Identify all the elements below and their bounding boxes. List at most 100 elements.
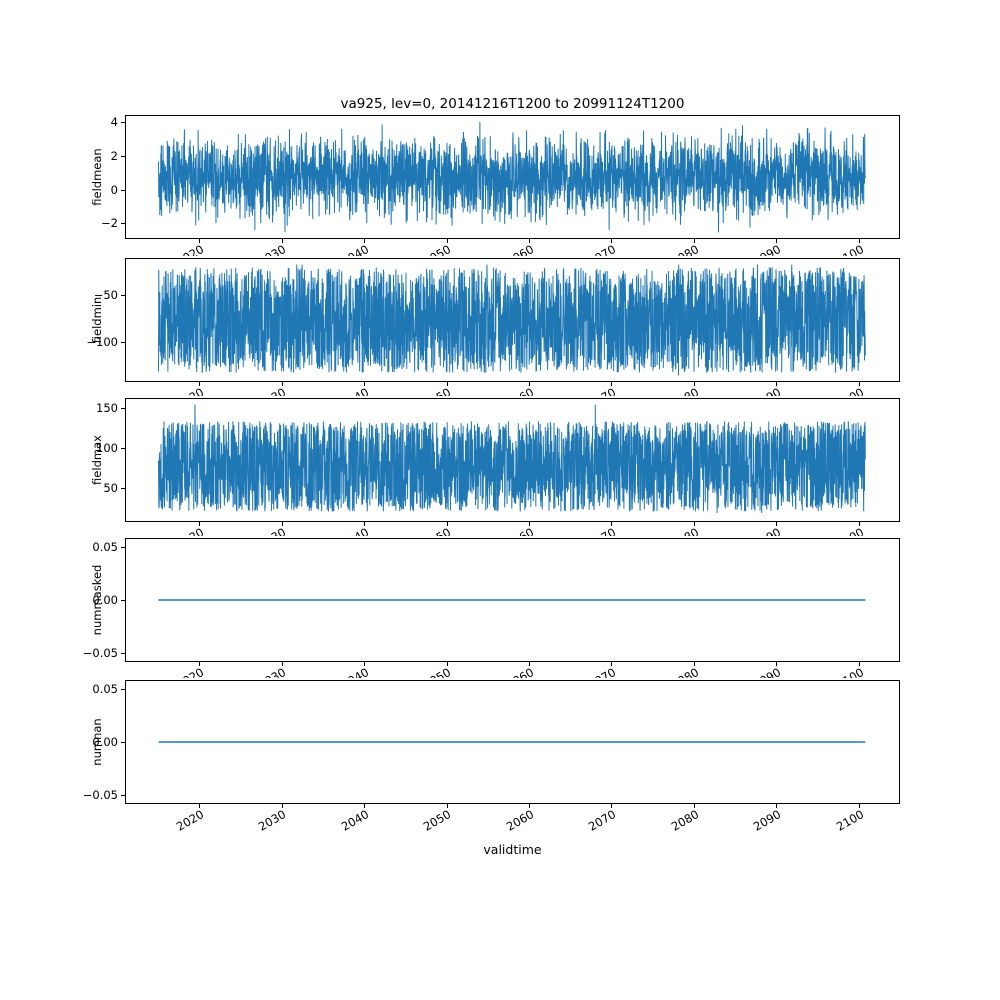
- x-tickmark-fieldmin: [199, 382, 200, 386]
- subplot-fieldmean: [125, 115, 900, 239]
- x-tick-label: 2070: [586, 665, 618, 678]
- y-axis-label-fieldmean: fieldmean: [90, 148, 104, 206]
- x-tickmark-fieldmin: [694, 382, 695, 386]
- x-tick-label: 2050: [421, 665, 453, 678]
- x-tickmark-fieldmean: [611, 239, 612, 243]
- subplot-numnan: [125, 680, 900, 804]
- x-tickmark-numnan: [364, 804, 365, 808]
- y-axis-label-fieldmax: fieldmax: [90, 435, 104, 485]
- x-tickmark-fieldmax: [364, 522, 365, 526]
- x-tick-label: 2040: [339, 385, 371, 396]
- x-tickmark-nummasked: [611, 662, 612, 666]
- x-tick-label: 2070: [586, 385, 618, 396]
- x-tick-label: 2100: [833, 525, 865, 536]
- y-tickmark-fieldmin: [121, 342, 125, 343]
- x-tickmark-fieldmean: [199, 239, 200, 243]
- x-tick-labels-clipped-fieldmean: 2020 2030 2040 2050 2060 2070 2080 2090 2100: [0, 241, 1000, 256]
- x-tickmark-fieldmean: [282, 239, 283, 243]
- x-axis-label: validtime: [483, 842, 542, 857]
- x-tick-label: 2090: [750, 807, 784, 834]
- y-tick-label-fieldmax: 100: [96, 440, 118, 455]
- x-tick-label: 2030: [256, 807, 289, 834]
- y-axis-label-nummasked: nummasked: [90, 564, 104, 636]
- y-tick-label-fieldmax: 50: [103, 481, 118, 496]
- x-tickmark-fieldmax: [447, 522, 448, 526]
- x-tickmark-fieldmin: [447, 382, 448, 386]
- y-tick-label-fieldmean: −2: [101, 216, 118, 231]
- x-tick-label: 2050: [421, 525, 453, 536]
- x-tick-label: 2100: [833, 242, 866, 256]
- y-axis-label-numnan: numnan: [90, 718, 104, 766]
- x-tick-label: 2030: [256, 242, 289, 256]
- x-tick-label: 2020: [174, 385, 206, 396]
- y-tickmark-nummasked: [121, 600, 125, 601]
- x-tick-label: 2070: [586, 807, 619, 834]
- x-tick-labels: 2020 2030 2040 2050 2060 2070 2080 2090 2100: [0, 806, 1000, 846]
- x-tickmark-fieldmean: [859, 239, 860, 243]
- x-tickmark-numnan: [611, 804, 612, 808]
- x-tickmark-nummasked: [776, 662, 777, 666]
- x-tick-label: 2090: [751, 385, 783, 396]
- x-tickmark-fieldmax: [694, 522, 695, 526]
- y-tickmark-fieldmean: [121, 122, 125, 123]
- y-tickmark-fieldmax: [121, 448, 125, 449]
- x-tick-label: 2080: [668, 242, 701, 256]
- x-tickmark-fieldmin: [776, 382, 777, 386]
- x-tick-label: 2060: [503, 242, 536, 256]
- y-tickmark-fieldmean: [121, 190, 125, 191]
- x-tick-label: 2080: [669, 525, 701, 536]
- series-line-nummasked: [158, 599, 866, 601]
- y-tickmark-numnan: [121, 795, 125, 796]
- x-tickmark-numnan: [694, 804, 695, 808]
- y-tickmark-fieldmin: [121, 295, 125, 296]
- x-tickmark-fieldmax: [199, 522, 200, 526]
- x-tickmark-fieldmin: [282, 382, 283, 386]
- x-tickmark-fieldmin: [859, 382, 860, 386]
- x-tickmark-fieldmax: [611, 522, 612, 526]
- x-tick-label: 2080: [669, 665, 701, 678]
- x-tick-label: 2020: [173, 242, 207, 256]
- series-line-fieldmean: [158, 121, 866, 233]
- y-tick-label-nummasked: 0.00: [92, 593, 118, 607]
- x-tick-label: 2050: [421, 242, 454, 256]
- y-tick-label-nummasked: −0.05: [82, 646, 118, 661]
- x-tick-label: 2060: [504, 665, 536, 678]
- x-tick-label: 2090: [751, 665, 783, 678]
- x-tickmark-numnan: [199, 804, 200, 808]
- x-tickmark-numnan: [447, 804, 448, 808]
- x-tick-label: 2070: [586, 242, 619, 256]
- y-tickmark-nummasked: [121, 653, 125, 654]
- series-line-numnan: [158, 741, 866, 743]
- y-tick-label-fieldmin: −100: [86, 334, 118, 349]
- y-tickmark-nummasked: [121, 547, 125, 548]
- x-tickmark-numnan: [282, 804, 283, 808]
- x-tick-labels-clipped-fieldmin: 2020 2030 2040 2050 2060 2070 2080 2090 2100: [0, 384, 1000, 396]
- x-tick-label: 2030: [256, 525, 288, 536]
- x-tick-label: 2050: [421, 807, 454, 834]
- series-line-fieldmax: [158, 404, 866, 514]
- x-tick-label: 2040: [339, 665, 371, 678]
- y-tickmark-fieldmean: [121, 223, 125, 224]
- x-tick-label: 2030: [256, 385, 288, 396]
- x-tick-label: 2070: [586, 525, 618, 536]
- x-tickmark-fieldmax: [776, 522, 777, 526]
- x-tickmark-nummasked: [529, 662, 530, 666]
- y-tick-label-fieldmax: 150: [96, 400, 118, 415]
- x-tick-label: 2020: [174, 525, 206, 536]
- x-tickmark-numnan: [529, 804, 530, 808]
- series-line-fieldmin: [158, 264, 866, 376]
- y-tick-label-fieldmin: −50: [93, 287, 118, 302]
- x-tickmark-nummasked: [282, 662, 283, 666]
- x-tickmark-fieldmax: [859, 522, 860, 526]
- x-tick-label: 2080: [668, 807, 701, 834]
- x-tickmark-fieldmax: [529, 522, 530, 526]
- x-tickmark-fieldmin: [364, 382, 365, 386]
- x-tick-label: 2060: [504, 525, 536, 536]
- x-tick-label: 2040: [339, 525, 371, 536]
- chart-title: va925, lev=0, 20141216T1200 to 20991124T…: [340, 96, 685, 112]
- x-tick-label: 2080: [669, 385, 701, 396]
- x-tickmark-fieldmean: [529, 239, 530, 243]
- x-tickmark-nummasked: [694, 662, 695, 666]
- x-tick-label: 2100: [833, 385, 865, 396]
